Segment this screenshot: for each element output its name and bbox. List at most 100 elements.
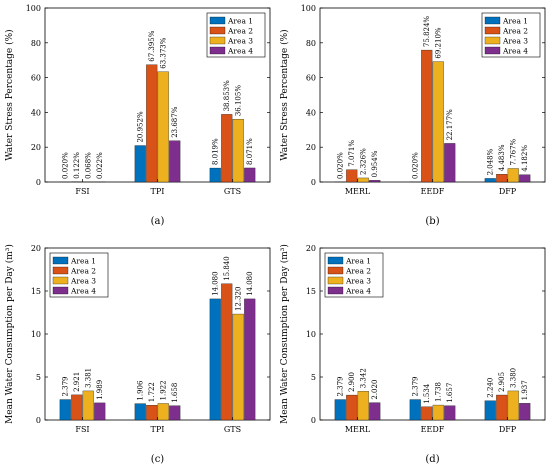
data-label: 38.853% [223, 80, 231, 111]
bar [409, 399, 421, 421]
data-label: 3.342 [360, 368, 368, 388]
bar [484, 400, 496, 421]
bar [232, 313, 244, 421]
bar [421, 49, 433, 183]
legend-swatch [52, 276, 69, 285]
bar [334, 399, 346, 421]
y-tick-label: 20 [31, 244, 41, 253]
data-label: 2.048% [487, 148, 495, 175]
y-tick-label: 0 [311, 416, 316, 425]
legend-swatch [327, 266, 344, 275]
data-label: 12.320 [235, 287, 243, 312]
chart-panel-1: 0 20 40 60 80 100 FSI TPI GTS Water Stress Percen… [4, 4, 271, 227]
bar [432, 61, 444, 183]
data-label: 1.989 [96, 380, 104, 400]
legend-label: Area 1 [70, 257, 96, 266]
y-tick-label: 60 [31, 74, 41, 83]
x-tick-label: TPI [151, 425, 165, 434]
legend-swatch [52, 266, 69, 275]
data-label: 8.019% [212, 138, 220, 165]
legend-swatch [327, 286, 344, 295]
chart-panel-4: 0 5 10 15 20 MERL EEDF DFP Mean Water Consumptio… [279, 244, 546, 465]
bar [357, 391, 369, 421]
panel-caption: (b) [425, 216, 439, 227]
data-label: 3.381 [85, 368, 93, 388]
legend-swatch [484, 46, 501, 55]
legend-label: Area 1 [227, 17, 253, 26]
legend-label: Area 1 [345, 257, 371, 266]
y-tick-label: 0 [36, 178, 41, 187]
y-tick-label: 20 [31, 143, 41, 152]
legend-label: Area 4 [345, 287, 371, 296]
data-label: 4.483% [498, 144, 506, 171]
legend-swatch [209, 46, 226, 55]
y-tick-label: 5 [311, 373, 316, 382]
legend-swatch [52, 256, 69, 265]
data-label: 1.658 [171, 383, 179, 403]
bar [232, 119, 244, 183]
data-label: 69.210% [435, 27, 443, 58]
bar [432, 404, 444, 421]
legend-label: Area 4 [227, 47, 253, 56]
data-label: 2.900 [348, 372, 356, 392]
data-label: 1.937 [521, 380, 529, 400]
bar [59, 399, 71, 421]
data-label: 0.020% [62, 152, 70, 179]
data-label: 36.105% [235, 85, 243, 116]
data-label: 3.380 [510, 368, 518, 388]
bar [507, 168, 519, 183]
x-tick-label: DFP [499, 187, 517, 196]
bar [507, 390, 519, 421]
legend-swatch [327, 276, 344, 285]
legend-label: Area 2 [70, 267, 96, 276]
y-tick-label: 80 [31, 39, 41, 48]
legend-swatch [484, 36, 501, 45]
y-tick-label: 100 [301, 4, 316, 13]
data-label: 7.767% [510, 138, 518, 165]
legend-label: Area 4 [70, 287, 96, 296]
bar [496, 394, 508, 421]
bar [157, 403, 169, 421]
legend-swatch [484, 26, 501, 35]
data-label: 23.687% [171, 106, 179, 137]
legend-label: Area 3 [345, 277, 371, 286]
bar [157, 71, 169, 183]
x-tick-label: MERL [345, 187, 371, 196]
bar [369, 180, 381, 183]
legend-swatch [209, 26, 226, 35]
y-tick-label: 15 [306, 287, 316, 296]
y-tick-label: 20 [306, 143, 316, 152]
chart-panel-3: 0 5 10 15 20 FSI TPI GTS Mean Water Consumption … [4, 244, 271, 465]
x-tick-label: GTS [224, 187, 241, 196]
bar [221, 114, 233, 183]
legend-label: Area 2 [227, 27, 253, 36]
y-tick-label: 100 [26, 4, 41, 13]
x-tick-label: FSI [75, 187, 89, 196]
legend-swatch [209, 16, 226, 25]
data-label: 0.954% [371, 150, 379, 177]
chart-panel-2: 0 20 40 60 80 100 MERL EEDF DFP Water Stress Perc… [279, 4, 546, 227]
data-label: 1.738 [435, 382, 443, 402]
data-label: 15.840 [223, 256, 231, 281]
x-tick-label: MERL [345, 425, 371, 434]
y-tick-label: 20 [306, 244, 316, 253]
y-axis-label: Water Stress Percentage (%) [279, 29, 290, 160]
x-tick-label: DFP [499, 425, 517, 434]
data-label: 0.122% [73, 152, 81, 179]
data-label: 14.080 [246, 271, 254, 296]
bar [221, 283, 233, 421]
bar [134, 145, 146, 183]
legend-label: Area 3 [227, 37, 253, 46]
bar [346, 394, 358, 421]
bar [134, 403, 146, 421]
x-tick-label: FSI [75, 425, 89, 434]
data-label: 2.921 [73, 372, 81, 392]
legend-swatch [209, 36, 226, 45]
data-label: 67.395% [148, 30, 156, 61]
legend-label: Area 4 [502, 47, 528, 56]
data-label: 2.240 [487, 378, 495, 398]
